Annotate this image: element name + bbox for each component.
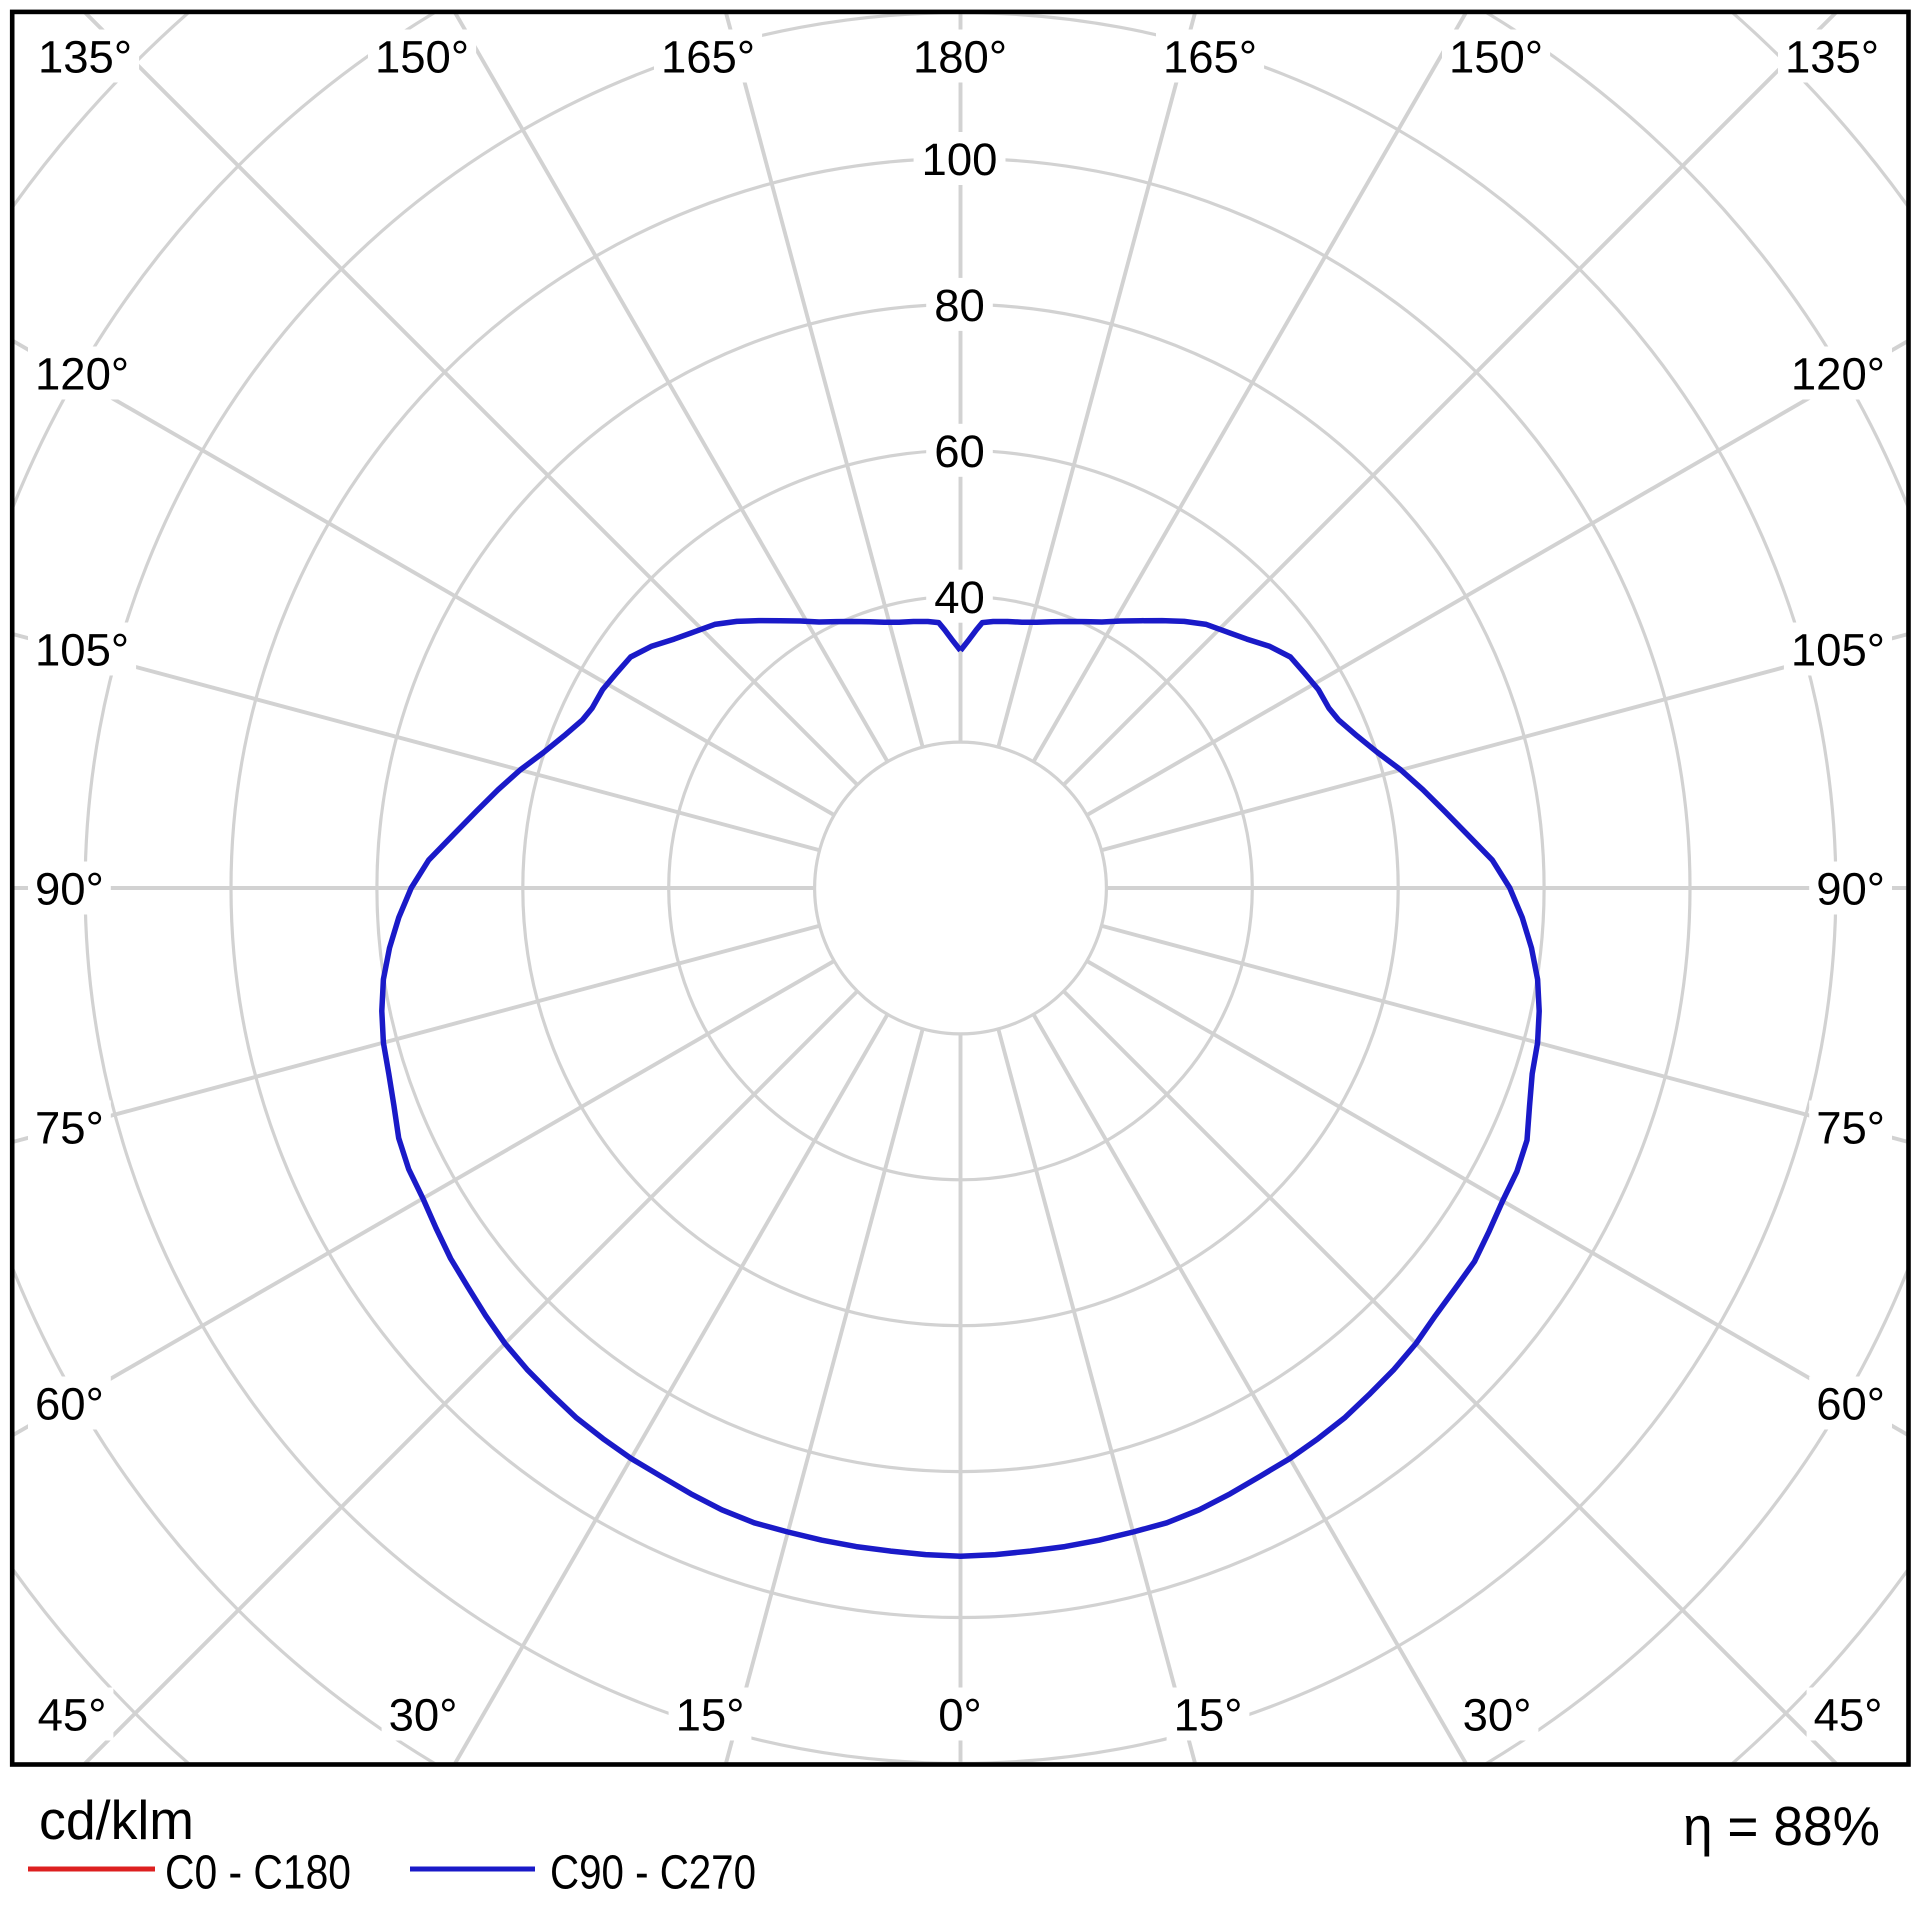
- svg-text:η = 88%: η = 88%: [1683, 1795, 1880, 1857]
- svg-text:135°: 135°: [1785, 32, 1879, 83]
- svg-text:60°: 60°: [1816, 1379, 1885, 1430]
- svg-text:45°: 45°: [1814, 1690, 1883, 1741]
- svg-text:60°: 60°: [35, 1379, 104, 1430]
- svg-text:60: 60: [934, 426, 985, 477]
- svg-text:45°: 45°: [38, 1690, 107, 1741]
- svg-text:40: 40: [934, 572, 985, 623]
- svg-text:15°: 15°: [676, 1690, 745, 1741]
- svg-text:15°: 15°: [1174, 1690, 1243, 1741]
- svg-text:105°: 105°: [35, 625, 129, 676]
- svg-text:180°: 180°: [913, 32, 1007, 83]
- svg-text:100: 100: [922, 134, 998, 185]
- svg-text:0°: 0°: [938, 1690, 982, 1741]
- svg-text:120°: 120°: [1791, 349, 1885, 400]
- svg-text:75°: 75°: [1816, 1103, 1885, 1154]
- svg-text:30°: 30°: [389, 1690, 458, 1741]
- svg-text:105°: 105°: [1791, 625, 1885, 676]
- svg-text:cd/klm: cd/klm: [39, 1789, 194, 1851]
- svg-text:C90 - C270: C90 - C270: [550, 1847, 756, 1900]
- svg-text:30°: 30°: [1463, 1690, 1532, 1741]
- svg-text:80: 80: [934, 280, 985, 331]
- svg-text:90°: 90°: [35, 864, 104, 915]
- svg-text:165°: 165°: [1163, 32, 1257, 83]
- svg-text:90°: 90°: [1816, 864, 1885, 915]
- svg-text:135°: 135°: [38, 32, 132, 83]
- svg-text:75°: 75°: [35, 1103, 104, 1154]
- svg-text:150°: 150°: [1449, 32, 1543, 83]
- svg-text:C0 - C180: C0 - C180: [165, 1847, 351, 1900]
- svg-text:165°: 165°: [661, 32, 755, 83]
- svg-text:120°: 120°: [35, 349, 129, 400]
- svg-text:150°: 150°: [375, 32, 469, 83]
